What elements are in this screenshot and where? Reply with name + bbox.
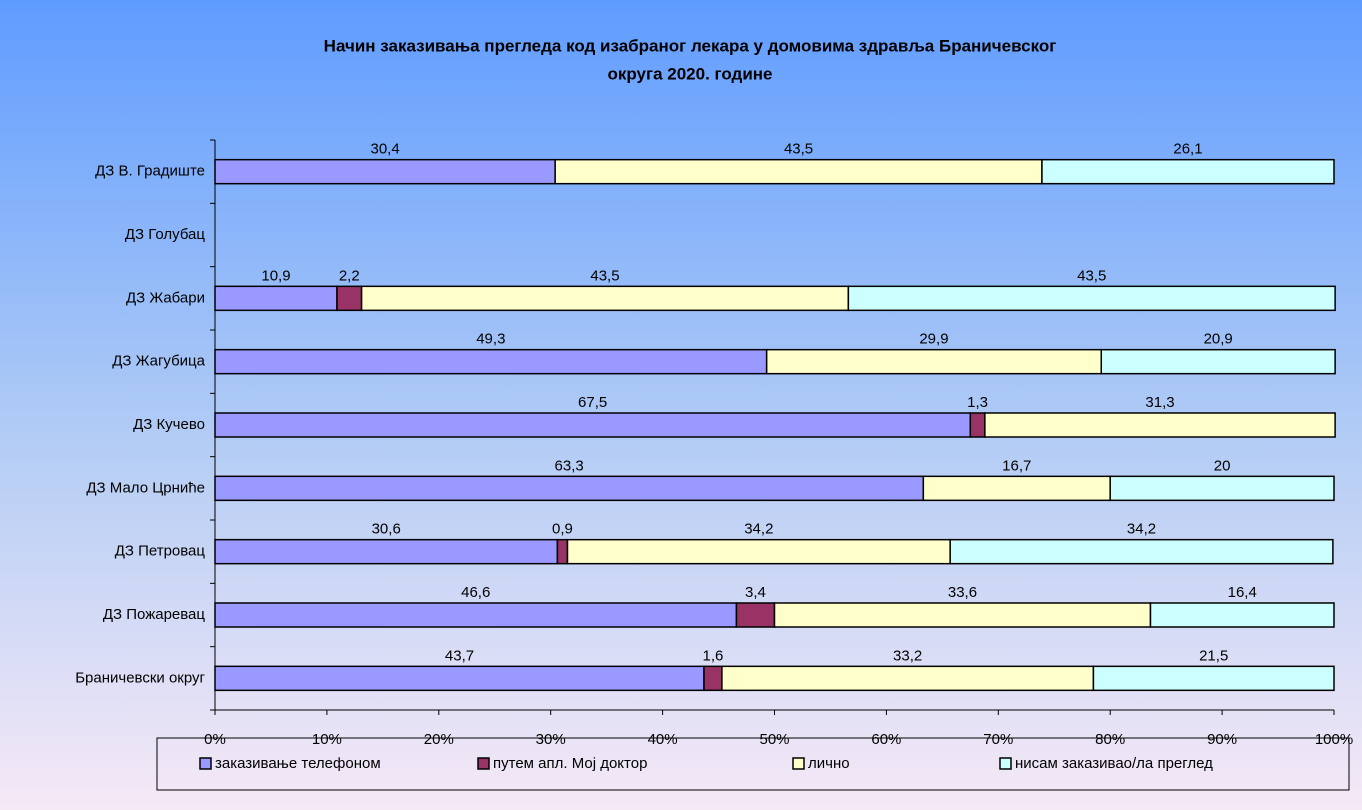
value-label: 16,4 (1228, 584, 1257, 601)
value-label: 10,9 (261, 267, 290, 284)
legend-label: путем апл. Мој доктор (493, 755, 647, 772)
legend-swatch (999, 757, 1012, 770)
y-tick-label: ДЗ Жагубица (112, 353, 205, 370)
x-tick-label: 80% (1095, 731, 1125, 748)
value-label: 2,2 (339, 267, 360, 284)
value-label: 21,5 (1199, 647, 1228, 664)
value-label: 46,6 (461, 584, 490, 601)
value-label: 43,5 (590, 267, 619, 284)
value-label: 31,3 (1145, 394, 1174, 411)
x-tick-label: 90% (1207, 731, 1237, 748)
bar (214, 285, 338, 312)
bar (360, 285, 850, 312)
bar (735, 602, 776, 628)
bar (566, 538, 951, 565)
bar (336, 285, 363, 312)
legend-swatch (477, 757, 490, 770)
value-label: 33,6 (948, 584, 977, 601)
x-tick-label: 60% (871, 731, 901, 748)
bar (214, 665, 705, 692)
value-label: 63,3 (555, 457, 584, 474)
value-label: 43,5 (784, 141, 813, 158)
bar (554, 158, 1043, 185)
value-label: 3,4 (745, 584, 766, 601)
x-tick-label: 20% (424, 731, 454, 748)
bar (214, 158, 556, 185)
x-tick-label: 0% (204, 731, 226, 748)
bar (1149, 602, 1335, 628)
x-tick-label: 40% (648, 731, 678, 748)
legend-swatch (199, 757, 212, 770)
value-label: 43,5 (1077, 267, 1106, 284)
x-tick-label: 10% (312, 731, 342, 748)
bar (556, 538, 569, 565)
chart-title: Начин заказивања прегледа код изабраног … (324, 36, 1057, 55)
y-tick-label: ДЗ Мало Црниће (86, 479, 205, 496)
x-tick-label: 50% (759, 731, 789, 748)
value-label: 1,3 (967, 394, 988, 411)
bar (703, 665, 723, 692)
y-tick-label: Браничевски округ (75, 669, 205, 686)
bar (773, 602, 1152, 628)
value-label: 0,9 (552, 521, 573, 538)
bar (969, 412, 986, 438)
value-label: 33,2 (893, 647, 922, 664)
x-tick-label: 100% (1315, 731, 1353, 748)
value-label: 67,5 (578, 394, 607, 411)
bar (214, 538, 559, 565)
value-label: 43,7 (445, 647, 474, 664)
legend-label: лично (808, 755, 850, 772)
y-tick-label: ДЗ Петровац (115, 543, 206, 560)
bar (1109, 475, 1335, 502)
bar (214, 475, 925, 502)
value-label: 49,3 (476, 331, 505, 348)
bar (922, 475, 1111, 502)
value-label: 20 (1214, 457, 1231, 474)
legend-label: заказивање телефоном (215, 755, 381, 772)
value-label: 1,6 (703, 647, 724, 664)
bar (1100, 348, 1336, 375)
bar (984, 412, 1336, 438)
value-label: 30,4 (370, 141, 399, 158)
legend-box (156, 737, 1350, 791)
value-label: 34,2 (1127, 521, 1156, 538)
value-label: 34,2 (744, 521, 773, 538)
legend-label: нисам заказивао/ла преглед (1015, 755, 1213, 772)
bar (949, 538, 1334, 565)
x-tick-label: 70% (983, 731, 1013, 748)
chart-title: округа 2020. године (607, 64, 772, 83)
value-label: 20,9 (1204, 331, 1233, 348)
y-tick-label: ДЗ Пожаревац (103, 606, 206, 623)
bar (214, 412, 972, 438)
value-label: 29,9 (919, 331, 948, 348)
value-label: 16,7 (1002, 457, 1031, 474)
bar (1041, 158, 1335, 185)
y-tick-label: ДЗ Кучево (133, 416, 205, 433)
value-label: 30,6 (372, 521, 401, 538)
bar (214, 348, 768, 375)
x-tick-label: 30% (536, 731, 566, 748)
y-tick-label: ДЗ Жабари (126, 289, 205, 306)
bar (214, 602, 738, 628)
bar (1092, 665, 1335, 692)
y-tick-label: ДЗ Голубац (125, 226, 206, 243)
y-tick-label: ДЗ В. Градиште (95, 163, 205, 180)
bar (765, 348, 1102, 375)
bar (847, 285, 1336, 312)
value-label: 26,1 (1173, 141, 1202, 158)
legend-swatch (792, 757, 805, 770)
bar (721, 665, 1095, 692)
